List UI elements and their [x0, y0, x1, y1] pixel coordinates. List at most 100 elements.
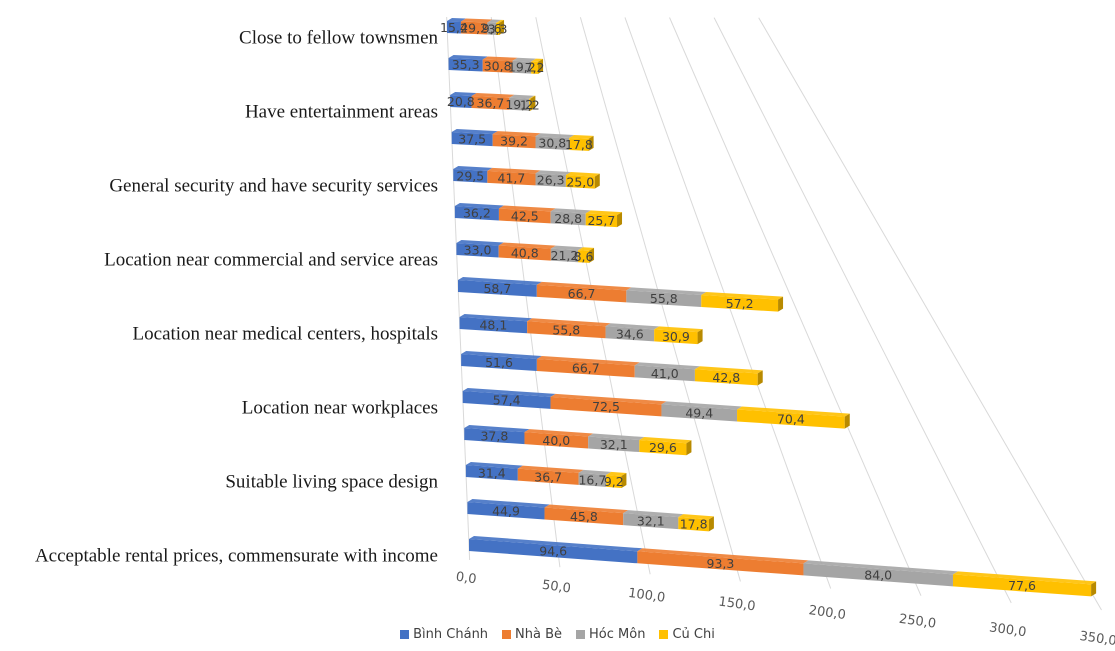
data-label: 30,8: [484, 59, 512, 74]
bar-segment-top: [498, 205, 556, 212]
bar-end-face: [844, 413, 850, 429]
bar-segment-top: [606, 471, 627, 476]
bar-row: 15,429,29,63,3: [440, 18, 507, 36]
bar-segment: [550, 248, 579, 263]
bar-segment: [536, 284, 627, 303]
data-label: 26,3: [537, 173, 565, 188]
bar-segment-top: [529, 95, 536, 99]
bar-segment: [517, 468, 579, 485]
bar-segment: [623, 513, 679, 530]
data-label: 70,4: [777, 412, 805, 427]
bar-segment-top: [654, 326, 703, 333]
data-label: 9,6: [482, 21, 502, 36]
bar-segment-top: [451, 129, 498, 135]
data-label: 72,5: [592, 399, 620, 414]
x-tick-label: 150,0: [717, 594, 756, 614]
bar-segment-top: [588, 433, 645, 441]
bar-end-face: [530, 95, 536, 111]
bar-end-face: [588, 135, 594, 151]
bar-segment: [694, 369, 758, 386]
bar-segment: [588, 436, 640, 453]
bar-segment-top: [623, 510, 684, 518]
bar-segment-top: [536, 281, 632, 291]
bar-end-face: [697, 329, 703, 345]
bar-segment: [469, 539, 638, 564]
bar-segment: [464, 428, 525, 445]
category-label: Location near commercial and service are…: [104, 250, 438, 271]
data-label: 51,6: [485, 355, 513, 370]
data-label: 29,2: [460, 21, 488, 36]
bar-end-face: [757, 370, 763, 386]
bar-segment: [578, 472, 607, 487]
bar-segment: [451, 132, 493, 147]
legend-item: Củ Chi: [659, 627, 715, 642]
bar-segment: [550, 396, 662, 417]
bar-segment: [450, 95, 472, 109]
bar-row: 44,9 45,8 32,1 17,8: [467, 499, 714, 532]
bar-segment: [605, 326, 655, 342]
bar-segment-top: [467, 499, 550, 508]
bar-segment: [661, 404, 738, 422]
data-label: 30,8: [538, 136, 566, 151]
bar-segment-top: [517, 465, 584, 473]
data-label: 40,0: [542, 433, 570, 448]
legend-label: Bình Chánh: [413, 627, 489, 642]
x-tick-label: 350,0: [1079, 629, 1115, 649]
bar-segment: [461, 354, 537, 371]
data-label: 28,8: [554, 211, 582, 226]
bar-end-face: [594, 173, 600, 189]
bar-segment: [578, 250, 590, 263]
data-label: 20,8: [447, 94, 475, 109]
bar-segment-top: [450, 92, 477, 97]
legend-item: Bình Chánh: [400, 627, 488, 642]
bar-segment: [634, 365, 695, 382]
data-label: 30,9: [662, 329, 690, 344]
bar-row: 37,8 40,0 32,1 29,6: [464, 425, 692, 456]
bar-end-face: [617, 212, 623, 228]
bar-segment-top: [544, 504, 629, 514]
bar-segment-top: [626, 287, 707, 295]
bar-segment-top: [498, 242, 556, 249]
legend: Bình Chánh Nhà Bè Hóc Môn Củ Chi: [0, 627, 1115, 643]
bar-segment-top: [565, 172, 600, 177]
bar-row: 36,2 42,5 28,8 25,7: [454, 203, 623, 228]
data-label: 36,7: [534, 469, 562, 484]
bar-segment: [462, 391, 551, 409]
bar-end-face: [589, 247, 595, 263]
legend-label: Củ Chi: [672, 627, 715, 642]
bar-row: 94,6 93,3 84,0 77,6: [469, 536, 1097, 597]
bar-segment: [487, 170, 536, 186]
bar-segment-top: [639, 437, 692, 444]
data-label: 16,7: [578, 472, 606, 487]
bar-segment: [454, 206, 499, 221]
bar-segment-top: [803, 560, 958, 575]
bar-segment-top: [492, 131, 541, 137]
gridline: [669, 17, 922, 596]
bar-segment: [654, 329, 698, 345]
data-label: 66,7: [572, 361, 600, 376]
data-label: 25,7: [587, 213, 615, 228]
data-label: 3,3: [488, 21, 508, 36]
bar-segment: [498, 245, 551, 261]
x-tick-label: 100,0: [627, 586, 666, 606]
bar-segment-top: [496, 19, 505, 24]
data-label: 77,6: [1008, 578, 1036, 593]
bar-segment: [565, 175, 595, 189]
bar-segment: [492, 134, 536, 149]
data-label: 55,8: [650, 291, 678, 306]
bar-segment-top: [550, 393, 667, 405]
bar-segment-top: [461, 351, 542, 359]
data-label: 35,3: [452, 57, 480, 72]
bar-row: 51,6 66,7 41,0 42,8: [461, 351, 763, 386]
bar-segment: [496, 22, 500, 36]
category-label: Location near medical centers, hospitals: [133, 324, 438, 345]
bar-segment-top: [471, 93, 515, 98]
bar-segment: [527, 321, 606, 339]
category-label: General security and have security servi…: [109, 176, 438, 197]
bar-segment-top: [460, 18, 493, 23]
data-label: 1,2: [520, 97, 540, 112]
data-label: 41,7: [498, 171, 526, 186]
bar-segment: [471, 96, 510, 110]
bar-segment-top: [453, 166, 493, 171]
bar-row: 20,8 36,7 19,21,2: [447, 92, 540, 112]
